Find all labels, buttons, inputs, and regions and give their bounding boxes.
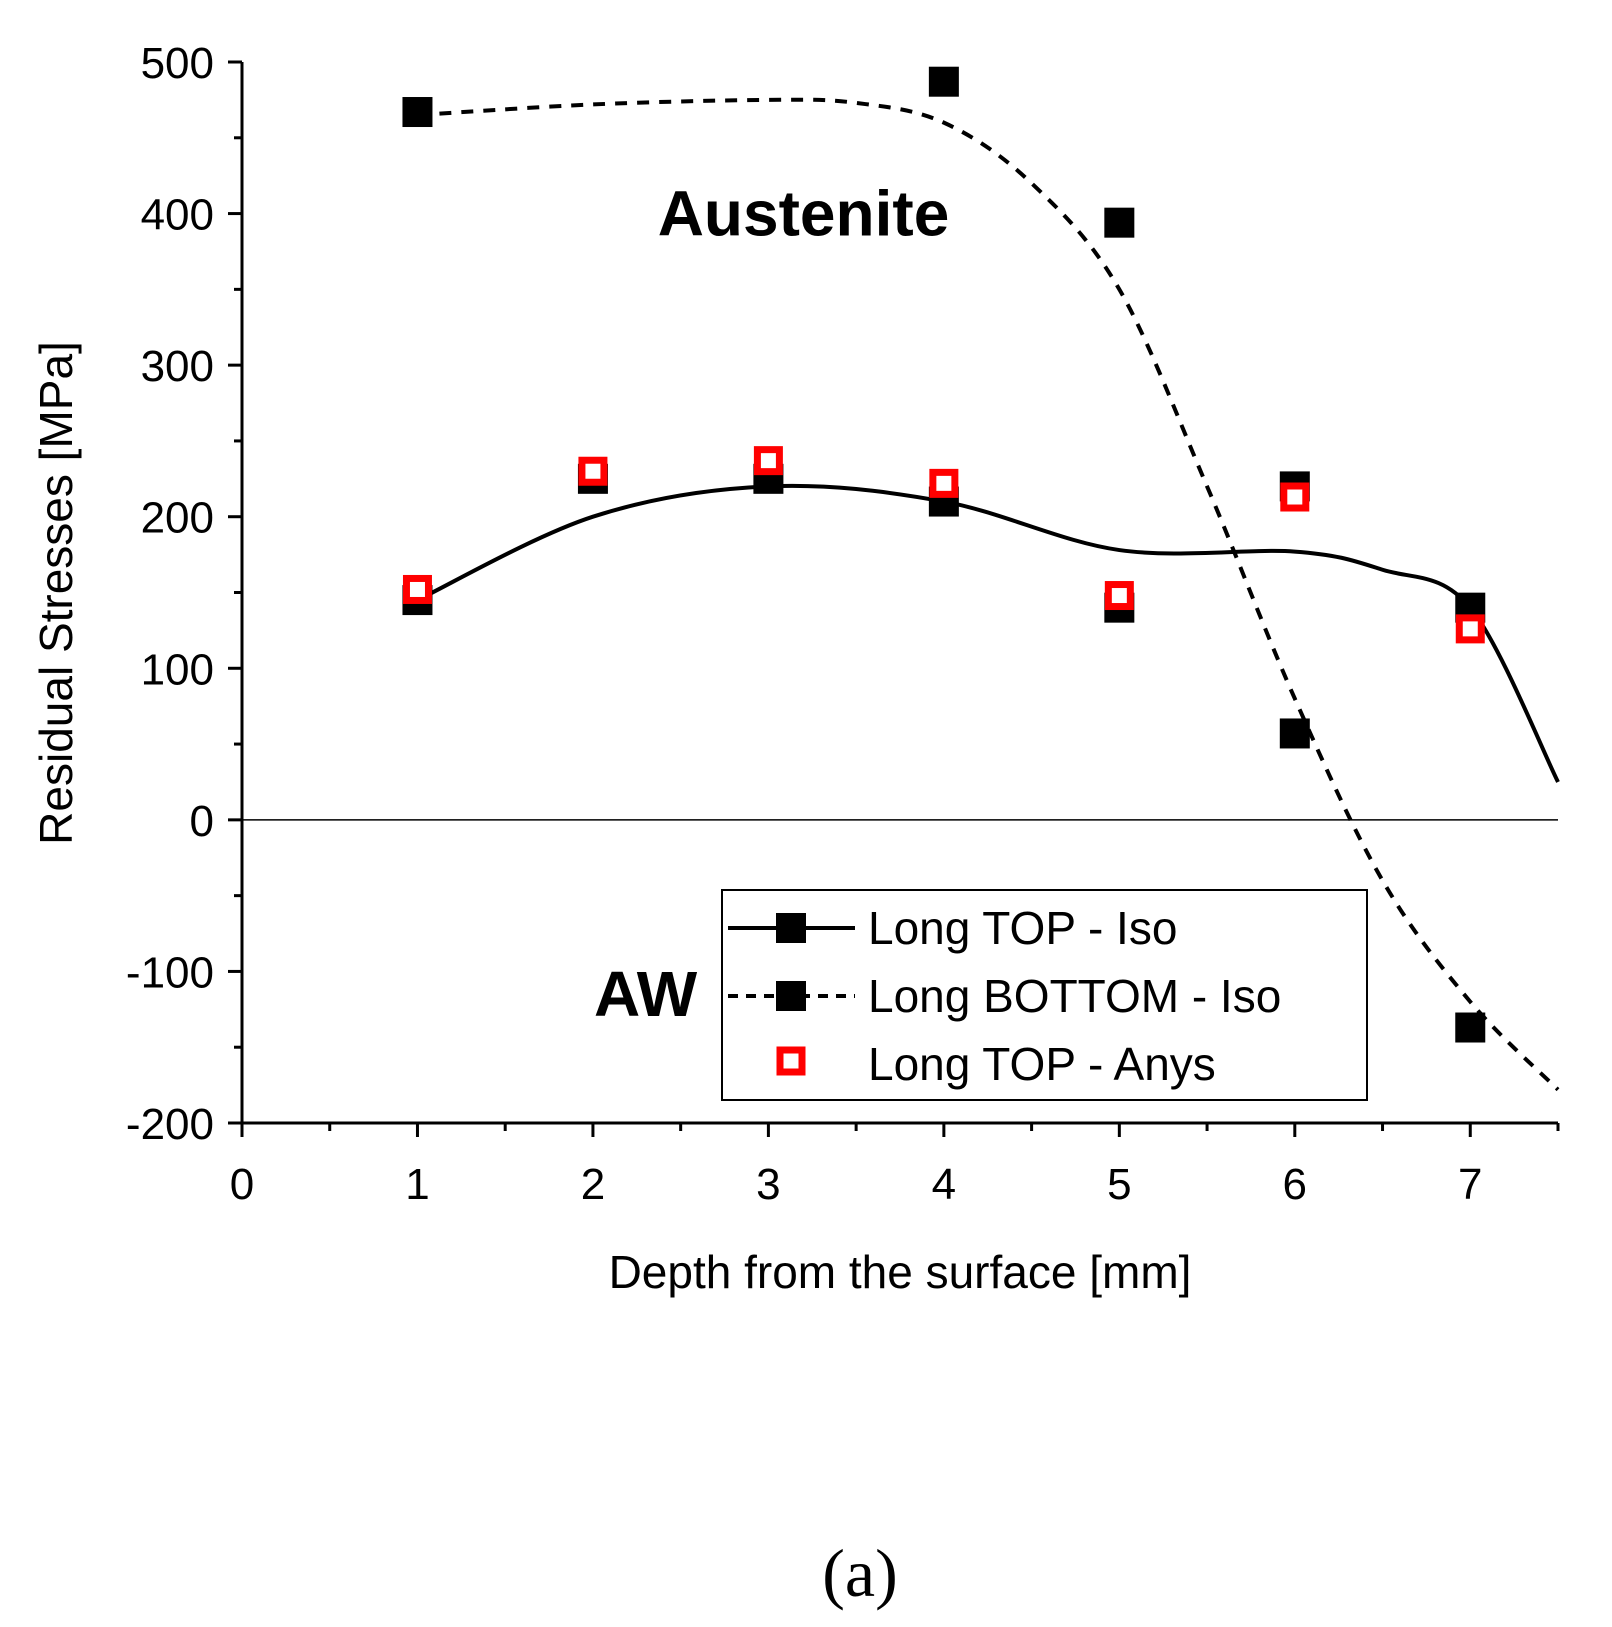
data-point-series-1 [1104, 207, 1135, 238]
data-point-series-1 [1455, 1012, 1486, 1043]
legend-box [721, 889, 1368, 1101]
fit-lines [416, 97, 1560, 1092]
y-tick-label: 200 [141, 494, 214, 543]
x-tick-label: 1 [405, 1160, 429, 1209]
legend-entry-long-top-iso: Long TOP - Iso [728, 902, 1177, 954]
annotation-aw: AW [594, 958, 698, 1030]
annotation-austenite: Austenite [658, 178, 950, 250]
x-ticks: 0 1 2 3 4 5 6 7 [230, 1123, 1560, 1209]
y-tick-label: 300 [141, 342, 214, 391]
x-tick-label: 3 [756, 1160, 780, 1209]
x-tick-label: 7 [1458, 1160, 1482, 1209]
legend-marker-filled-square [776, 981, 806, 1011]
y-axis-label: Residual Stresses [MPa] [30, 341, 82, 845]
data-point-series-1 [402, 97, 433, 128]
data-point-series-2 [1280, 482, 1310, 512]
x-tick-label: 6 [1283, 1160, 1307, 1209]
y-tick-label: 0 [190, 797, 214, 846]
data-markers [402, 66, 1486, 1043]
figure-caption: (a) [822, 1535, 897, 1611]
y-ticks: -200 -100 0 100 200 300 400 500 [126, 39, 242, 1149]
y-tick-label: 400 [141, 191, 214, 240]
y-tick-label: 500 [141, 39, 214, 88]
x-tick-label: 0 [230, 1160, 254, 1209]
fit-line-series-0 [416, 483, 1560, 783]
y-tick-label: -200 [126, 1100, 214, 1149]
legend-marker-filled-square [776, 913, 806, 943]
legend-entry-long-top-anys: Long TOP - Anys [776, 1038, 1216, 1090]
y-tick-label: -100 [126, 948, 214, 997]
fit-line-series-1 [417, 97, 1560, 1092]
data-point-series-1 [928, 66, 959, 97]
legend-label-long-top-anys: Long TOP - Anys [868, 1038, 1216, 1090]
x-tick-label: 2 [581, 1160, 605, 1209]
x-tick-label: 5 [1107, 1160, 1131, 1209]
legend-marker-open-square [776, 1046, 806, 1076]
legend-label-long-top-iso: Long TOP - Iso [868, 902, 1177, 954]
y-tick-label: 100 [141, 645, 214, 694]
legend-entry-long-bottom-iso: Long BOTTOM - Iso [728, 970, 1281, 1022]
data-point-series-2 [1455, 614, 1485, 644]
data-point-series-1 [1279, 718, 1310, 749]
legend: Long TOP - Iso Long BOTTOM - Iso Long TO… [721, 889, 1368, 1101]
data-point-series-2 [1104, 581, 1134, 611]
x-tick-label: 4 [932, 1160, 956, 1209]
data-point-series-2 [753, 446, 783, 476]
x-axis-label: Depth from the surface [mm] [609, 1246, 1192, 1298]
data-point-series-2 [402, 574, 432, 604]
data-point-series-2 [578, 456, 608, 486]
data-point-series-2 [929, 468, 959, 498]
legend-label-long-bottom-iso: Long BOTTOM - Iso [868, 970, 1281, 1022]
